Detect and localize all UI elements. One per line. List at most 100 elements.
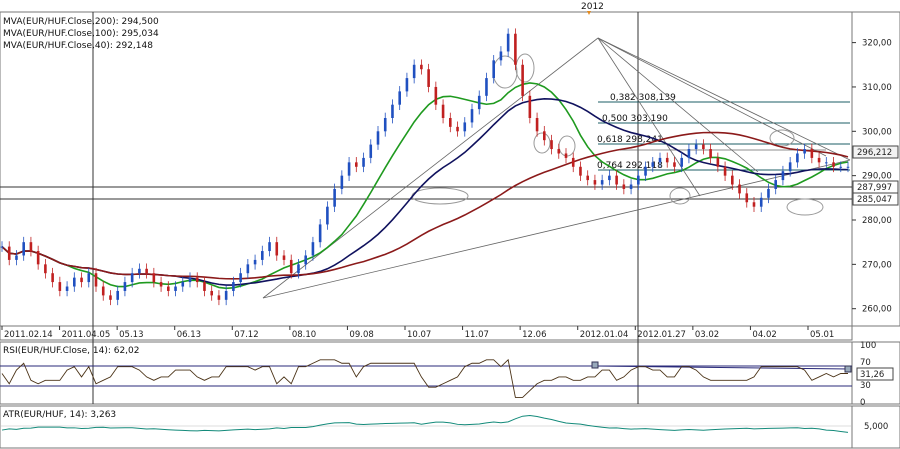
candle-body <box>289 259 293 274</box>
highlight-ellipse-7 <box>769 129 795 147</box>
candle-body <box>391 104 394 118</box>
x-tick-label: 2011.04.05 <box>62 330 111 340</box>
candle-body <box>665 157 669 163</box>
candle-body <box>116 290 119 300</box>
candle-body <box>304 255 307 265</box>
price-axis <box>851 11 900 327</box>
candle-body <box>803 149 806 154</box>
candle-body <box>376 131 380 145</box>
candle-body <box>477 95 481 110</box>
x-tick-label: 05.01 <box>810 330 834 340</box>
candle-body <box>130 273 134 283</box>
candle-body <box>687 149 691 158</box>
candle-body <box>44 264 47 274</box>
candle-body <box>788 162 792 172</box>
candle-body <box>673 162 676 167</box>
candle-body <box>22 242 25 256</box>
atr-axis <box>851 405 900 449</box>
candle-body <box>796 153 799 163</box>
candle-body <box>622 184 626 189</box>
legend-ma100: MVA(EUR/HUF.Close,100): 295,034 <box>3 29 159 39</box>
candle-body <box>326 206 329 225</box>
candle-body <box>275 242 279 256</box>
candle-body <box>586 175 589 181</box>
price-tick-label: 320,00 <box>862 39 892 49</box>
candle-body <box>73 277 76 287</box>
price-tick-label: 290,00 <box>862 172 892 182</box>
atr-panel <box>0 405 853 449</box>
candle-body <box>434 86 438 105</box>
candle-body <box>94 273 98 287</box>
candle-body <box>658 157 662 163</box>
candle-body <box>716 157 720 167</box>
rsi-trend-handle-left[interactable] <box>591 361 599 369</box>
candle-body <box>723 166 727 176</box>
candle-body <box>318 224 322 243</box>
candle-body <box>731 175 734 185</box>
candle-body <box>543 131 546 141</box>
level2-marker: 285,047 <box>857 195 892 205</box>
candle-body <box>58 282 62 291</box>
highlight-ellipse-6 <box>669 187 691 205</box>
candle-body <box>195 277 199 283</box>
candle-body <box>499 51 503 61</box>
candle-body <box>752 202 756 207</box>
highlight-ellipse-8 <box>786 198 824 216</box>
candle-body <box>145 268 148 274</box>
candle-body <box>463 122 467 132</box>
candle-body <box>557 149 561 154</box>
candle-body <box>441 104 445 118</box>
ma40-line <box>1 82 849 290</box>
highlight-ellipse-2 <box>515 53 535 83</box>
candle-body <box>694 144 698 150</box>
candle-body <box>109 295 112 300</box>
candle-body <box>470 109 474 123</box>
candle-body <box>738 184 741 194</box>
candle-body <box>268 242 271 252</box>
candle-body <box>759 197 763 207</box>
x-tick-label: 04.02 <box>752 330 776 340</box>
highlight-ellipse-3 <box>533 132 551 154</box>
candle-body <box>514 33 517 65</box>
atr-axis-label: 5,000 <box>864 422 888 432</box>
trend-line-1 <box>262 37 599 299</box>
candle-body <box>781 171 785 181</box>
candle-body <box>80 277 83 283</box>
price-tick-label: 300,00 <box>862 127 892 137</box>
ma200-line <box>1 131 849 280</box>
candle-body <box>340 175 344 189</box>
candle-body <box>362 157 365 167</box>
candle-body <box>817 157 821 163</box>
candle-body <box>485 78 488 96</box>
candle-body <box>87 273 91 283</box>
candle-body <box>702 144 705 150</box>
candle-body <box>825 162 828 164</box>
candles <box>0 28 850 306</box>
candle-body <box>571 157 575 167</box>
candle-body <box>456 126 459 132</box>
candle-body <box>412 64 416 79</box>
rsi-legend: RSI(EUR/HUF.Close, 14): 62,02 <box>3 346 140 356</box>
legend-ma200: MVA(EUR/HUF.Close,200): 294,500 <box>3 17 159 27</box>
candle-body <box>203 282 206 291</box>
candle-body <box>188 277 192 283</box>
rsi-trend-handle-right[interactable] <box>844 365 852 373</box>
candle-body <box>101 286 105 296</box>
rsi-marker-box <box>856 367 894 381</box>
candle-body <box>355 162 358 167</box>
candle-body <box>15 255 18 260</box>
candle-body <box>369 144 373 158</box>
candle-body <box>224 290 228 300</box>
candle-body <box>167 286 170 291</box>
fib-label-0764: 0,764 292,118 <box>597 161 663 171</box>
candle-body <box>152 273 156 283</box>
candle-body <box>311 242 315 256</box>
candle-body <box>210 290 213 296</box>
candle-body <box>745 193 749 203</box>
candle-body <box>7 246 11 260</box>
candle-body <box>810 149 814 158</box>
x-axis-labels: 2011.02.14 2011.04.05 05.13 06.13 07.12 08.10… <box>1 326 834 340</box>
top-date-marker-icon <box>587 11 591 15</box>
fib-label-0500: 0,500 303,190 <box>602 114 668 124</box>
